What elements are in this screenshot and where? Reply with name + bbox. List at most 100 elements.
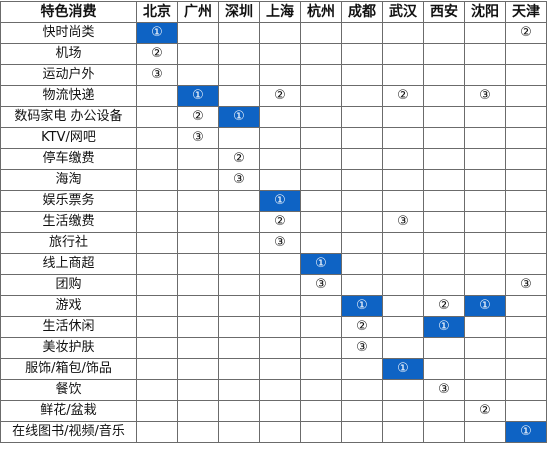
- corner-header: 特色消费: [0, 1, 137, 23]
- category-label: 生活缴费: [0, 211, 137, 233]
- category-label: 机场: [0, 43, 137, 65]
- rank-cell: [423, 400, 465, 422]
- table-row: 团购 ③ ③: [0, 274, 547, 296]
- rank-cell: [218, 400, 260, 422]
- rank-cell: [341, 127, 383, 149]
- city-header: 成都: [341, 1, 383, 23]
- rank-cell: [300, 148, 342, 170]
- consumption-ranking-table: 特色消费 北京 广州 深圳 上海 杭州 成都 武汉 西安 沈阳 天津 快时尚类 ①…: [0, 1, 547, 443]
- rank-cell: [259, 274, 301, 296]
- rank-cell: [136, 127, 178, 149]
- rank-cell: [341, 253, 383, 275]
- rank-cell: [177, 379, 219, 401]
- rank-cell: [259, 358, 301, 380]
- rank-cell: ②: [136, 43, 178, 65]
- rank-cell: [341, 190, 383, 212]
- rank-cell: [505, 64, 547, 86]
- table-row: 服饰/箱包/饰品 ①: [0, 358, 547, 380]
- rank-cell: [423, 253, 465, 275]
- rank-cell: [218, 337, 260, 359]
- rank-cell: [177, 211, 219, 233]
- rank-cell: [136, 148, 178, 170]
- rank-cell: [259, 127, 301, 149]
- rank-cell: [341, 379, 383, 401]
- rank-cell: [259, 400, 301, 422]
- table-row: 物流快递 ① ② ② ③: [0, 85, 547, 107]
- rank-cell: [300, 190, 342, 212]
- rank-cell: [136, 316, 178, 338]
- rank-cell: [341, 232, 383, 254]
- rank-cell: [177, 148, 219, 170]
- rank-cell: [300, 169, 342, 191]
- rank-cell: [341, 64, 383, 86]
- rank-cell: [423, 169, 465, 191]
- category-label: 餐饮: [0, 379, 137, 401]
- rank-cell: [341, 106, 383, 128]
- rank-cell: [218, 127, 260, 149]
- rank-cell: [218, 211, 260, 233]
- rank-cell: [423, 43, 465, 65]
- rank-cell: [177, 169, 219, 191]
- rank-cell: ①: [423, 316, 465, 338]
- rank-cell: [464, 358, 506, 380]
- rank-cell: ②: [341, 316, 383, 338]
- city-header: 武汉: [382, 1, 424, 23]
- rank-cell: [464, 232, 506, 254]
- rank-cell: [341, 169, 383, 191]
- table-row: 停车缴费 ②: [0, 148, 547, 170]
- rank-cell: [505, 211, 547, 233]
- category-label: 海淘: [0, 169, 137, 191]
- rank-cell: [177, 64, 219, 86]
- rank-cell: [218, 253, 260, 275]
- rank-cell: [464, 169, 506, 191]
- rank-cell: [136, 169, 178, 191]
- city-header: 广州: [177, 1, 219, 23]
- rank-cell: [259, 253, 301, 275]
- category-label: 旅行社: [0, 232, 137, 254]
- rank-cell: [136, 190, 178, 212]
- rank-cell: [300, 316, 342, 338]
- rank-cell: [300, 127, 342, 149]
- rank-cell: ③: [177, 127, 219, 149]
- rank-cell: [382, 253, 424, 275]
- rank-cell: ③: [218, 169, 260, 191]
- category-label: 团购: [0, 274, 137, 296]
- rank-cell: [218, 232, 260, 254]
- rank-cell: [218, 43, 260, 65]
- rank-cell: [218, 316, 260, 338]
- rank-cell: [505, 295, 547, 317]
- rank-cell: [464, 379, 506, 401]
- header-row: 特色消费 北京 广州 深圳 上海 杭州 成都 武汉 西安 沈阳 天津: [0, 1, 547, 23]
- rank-cell: [259, 421, 301, 443]
- rank-cell: [300, 43, 342, 65]
- rank-cell: [136, 274, 178, 296]
- city-header: 上海: [259, 1, 301, 23]
- rank-cell: ①: [464, 295, 506, 317]
- category-label: 服饰/箱包/饰品: [0, 358, 137, 380]
- rank-cell: [218, 85, 260, 107]
- rank-cell: [382, 337, 424, 359]
- rank-cell: [136, 106, 178, 128]
- rank-cell: [423, 64, 465, 86]
- rank-cell: [177, 253, 219, 275]
- rank-cell: [218, 190, 260, 212]
- rank-cell: ①: [259, 190, 301, 212]
- rank-cell: [259, 379, 301, 401]
- rank-cell: ②: [423, 295, 465, 317]
- category-label: 游戏: [0, 295, 137, 317]
- rank-cell: [464, 274, 506, 296]
- city-header: 沈阳: [464, 1, 506, 23]
- rank-cell: [341, 211, 383, 233]
- rank-cell: [177, 421, 219, 443]
- table-row: 线上商超 ①: [0, 253, 547, 275]
- rank-cell: [423, 127, 465, 149]
- rank-cell: ①: [505, 421, 547, 443]
- rank-cell: [382, 190, 424, 212]
- rank-cell: [341, 400, 383, 422]
- rank-cell: [136, 379, 178, 401]
- rank-cell: [300, 421, 342, 443]
- rank-cell: [177, 22, 219, 44]
- rank-cell: [300, 400, 342, 422]
- rank-cell: [218, 379, 260, 401]
- rank-cell: ③: [382, 211, 424, 233]
